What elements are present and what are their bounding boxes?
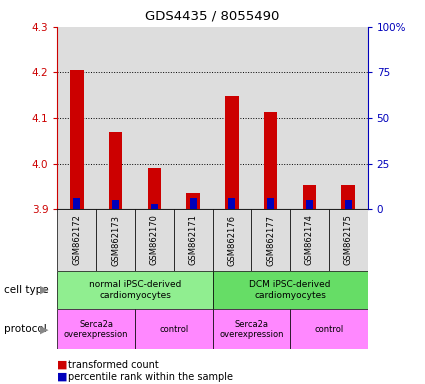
- Bar: [306, 200, 313, 209]
- Text: GSM862175: GSM862175: [344, 215, 353, 265]
- Bar: [73, 198, 80, 209]
- Bar: [96, 209, 135, 271]
- Text: percentile rank within the sample: percentile rank within the sample: [68, 372, 233, 382]
- Bar: [57, 27, 96, 209]
- Bar: [57, 209, 96, 271]
- Text: GSM862170: GSM862170: [150, 215, 159, 265]
- Bar: [303, 185, 316, 209]
- Bar: [225, 96, 239, 209]
- Text: GSM862171: GSM862171: [189, 215, 198, 265]
- Text: GSM862174: GSM862174: [305, 215, 314, 265]
- Bar: [57, 309, 135, 349]
- Bar: [329, 209, 368, 271]
- Bar: [174, 209, 212, 271]
- Bar: [109, 132, 122, 209]
- Text: normal iPSC-derived
cardiomyocytes: normal iPSC-derived cardiomyocytes: [89, 280, 181, 300]
- Bar: [345, 200, 352, 209]
- Bar: [57, 271, 212, 309]
- Text: GSM862173: GSM862173: [111, 215, 120, 265]
- Text: GSM862177: GSM862177: [266, 215, 275, 265]
- Bar: [151, 204, 158, 209]
- Text: control: control: [314, 325, 343, 334]
- Text: control: control: [159, 325, 188, 334]
- Bar: [112, 200, 119, 209]
- Bar: [174, 27, 212, 209]
- Bar: [264, 112, 278, 209]
- Text: GSM862172: GSM862172: [72, 215, 81, 265]
- Text: ▶: ▶: [40, 324, 49, 334]
- Text: GSM862176: GSM862176: [227, 215, 236, 265]
- Bar: [212, 309, 290, 349]
- Bar: [341, 185, 355, 209]
- Bar: [186, 193, 200, 209]
- Bar: [228, 198, 235, 209]
- Text: ■: ■: [57, 360, 68, 370]
- Bar: [212, 27, 251, 209]
- Bar: [290, 27, 329, 209]
- Bar: [135, 309, 212, 349]
- Bar: [290, 309, 368, 349]
- Bar: [267, 198, 274, 209]
- Bar: [135, 209, 174, 271]
- Text: ▶: ▶: [40, 285, 49, 295]
- Bar: [190, 198, 197, 209]
- Text: Serca2a
overexpression: Serca2a overexpression: [219, 319, 283, 339]
- Bar: [251, 209, 290, 271]
- Bar: [70, 70, 84, 209]
- Bar: [212, 209, 251, 271]
- Bar: [147, 168, 161, 209]
- Bar: [251, 27, 290, 209]
- Text: DCM iPSC-derived
cardiomyocytes: DCM iPSC-derived cardiomyocytes: [249, 280, 331, 300]
- Text: cell type: cell type: [4, 285, 49, 295]
- Text: transformed count: transformed count: [68, 360, 159, 370]
- Text: GDS4435 / 8055490: GDS4435 / 8055490: [145, 10, 280, 23]
- Text: protocol: protocol: [4, 324, 47, 334]
- Bar: [135, 27, 174, 209]
- Bar: [329, 27, 368, 209]
- Bar: [96, 27, 135, 209]
- Text: ■: ■: [57, 372, 68, 382]
- Bar: [212, 271, 368, 309]
- Bar: [290, 209, 329, 271]
- Text: Serca2a
overexpression: Serca2a overexpression: [64, 319, 128, 339]
